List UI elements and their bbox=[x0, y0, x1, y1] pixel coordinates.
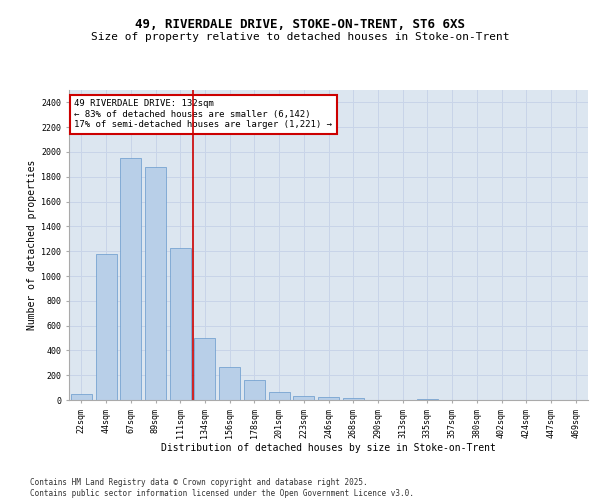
Bar bbox=[219, 366, 240, 400]
Bar bbox=[244, 380, 265, 400]
Bar bbox=[318, 397, 339, 400]
Bar bbox=[145, 168, 166, 400]
Bar bbox=[71, 394, 92, 400]
Bar bbox=[194, 338, 215, 400]
X-axis label: Distribution of detached houses by size in Stoke-on-Trent: Distribution of detached houses by size … bbox=[161, 443, 496, 453]
Bar bbox=[170, 248, 191, 400]
Y-axis label: Number of detached properties: Number of detached properties bbox=[27, 160, 37, 330]
Bar bbox=[269, 392, 290, 400]
Text: Size of property relative to detached houses in Stoke-on-Trent: Size of property relative to detached ho… bbox=[91, 32, 509, 42]
Text: 49, RIVERDALE DRIVE, STOKE-ON-TRENT, ST6 6XS: 49, RIVERDALE DRIVE, STOKE-ON-TRENT, ST6… bbox=[135, 18, 465, 30]
Bar bbox=[343, 398, 364, 400]
Bar bbox=[293, 396, 314, 400]
Text: 49 RIVERDALE DRIVE: 132sqm
← 83% of detached houses are smaller (6,142)
17% of s: 49 RIVERDALE DRIVE: 132sqm ← 83% of deta… bbox=[74, 100, 332, 129]
Bar bbox=[95, 254, 116, 400]
Text: Contains HM Land Registry data © Crown copyright and database right 2025.
Contai: Contains HM Land Registry data © Crown c… bbox=[30, 478, 414, 498]
Bar bbox=[120, 158, 141, 400]
